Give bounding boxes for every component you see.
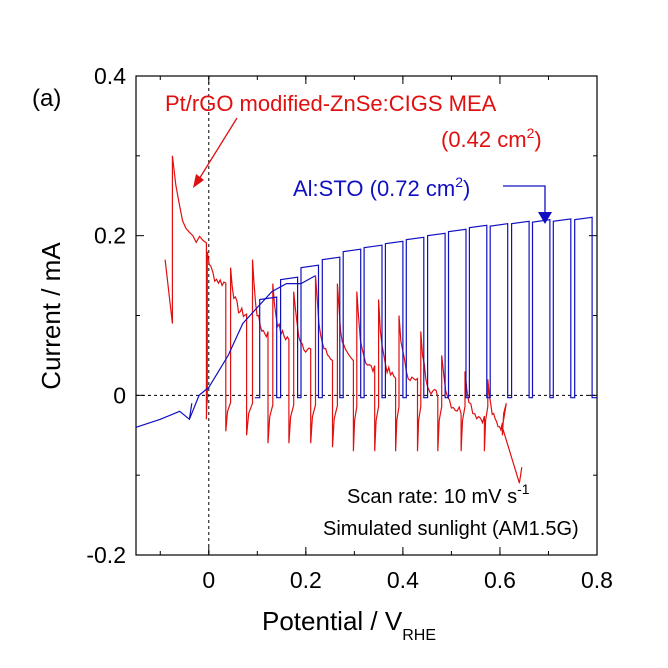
- blue-label-end: ): [463, 176, 470, 201]
- y-tick-label: 0: [113, 382, 126, 408]
- y-tick-label: 0.2: [94, 223, 126, 249]
- x-axis-title-sub: RHE: [402, 627, 436, 644]
- scan-rate-label: Scan rate: 10 mV s-1: [347, 481, 530, 508]
- axis-ticks: 0 0.2 0.4 0.6 0.8 -0.2 0 0.2 0.4: [86, 63, 613, 593]
- y-tick-label: 0.4: [94, 63, 126, 89]
- scan-rate-main: Scan rate: 10 mV s: [347, 486, 517, 508]
- x-tick-label: 0.6: [484, 567, 516, 593]
- y-axis-title: Current / mA: [36, 242, 66, 390]
- x-axis-title-main: Potential / V: [262, 606, 403, 636]
- x-tick-label: 0.4: [387, 567, 419, 593]
- sunlight-label: Simulated sunlight (AM1.5G): [323, 518, 579, 540]
- red-series-area: (0.42 cm2): [441, 125, 542, 152]
- red-area-sup: 2: [527, 125, 535, 141]
- series-layer: [135, 155, 597, 484]
- red-series-label: Pt/rGO modified-ZnSe:CIGS MEA: [165, 91, 497, 116]
- y-tick-label: -0.2: [86, 542, 126, 568]
- series-line-blue-pulses: [254, 216, 597, 399]
- blue-arrowhead: [538, 212, 552, 224]
- x-tick-label: 0.8: [581, 567, 613, 593]
- series-line-blue-rise: [135, 275, 316, 428]
- panel-label: (a): [32, 85, 61, 112]
- blue-label-sup: 2: [455, 174, 463, 190]
- scan-rate-sup: -1: [517, 481, 530, 497]
- x-axis-title: Potential / VRHE: [262, 606, 436, 644]
- series-line-red: [164, 155, 523, 484]
- x-tick-label: 0: [202, 567, 215, 593]
- red-area-end: ): [534, 127, 541, 152]
- red-arrowhead: [193, 174, 204, 188]
- blue-label-main: Al:STO (0.72 cm: [293, 176, 455, 201]
- red-area-main: (0.42 cm: [441, 127, 527, 152]
- blue-annotation-arrow: [503, 185, 546, 220]
- x-tick-label: 0.2: [290, 567, 322, 593]
- blue-series-label: Al:STO (0.72 cm2): [293, 174, 470, 201]
- red-annotation-arrow: [195, 117, 238, 185]
